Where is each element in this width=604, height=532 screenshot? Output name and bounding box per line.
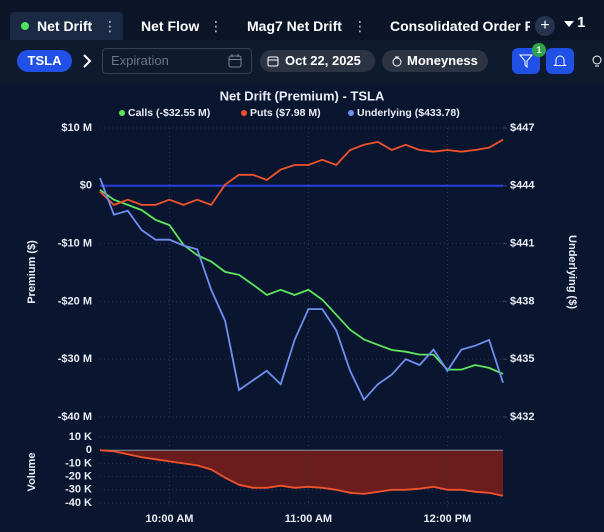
moneyness-pill[interactable]: Moneyness — [382, 50, 488, 72]
moneyness-icon — [392, 56, 402, 67]
chart-title: Net Drift (Premium) - TSLA — [220, 88, 385, 103]
tab[interactable]: Net Drift — [37, 18, 93, 34]
date-pill[interactable]: Oct 22, 2025 — [260, 50, 375, 72]
tab[interactable]: Net Flow — [141, 18, 200, 34]
tab[interactable]: Consolidated Order F — [390, 18, 530, 34]
x-tick-label: 11:00 AM — [285, 513, 332, 525]
more-button[interactable] — [582, 48, 604, 74]
live-dot — [21, 22, 29, 30]
y-tick-label: $0 — [80, 180, 92, 192]
series-line — [99, 177, 504, 402]
y-tick-label: -10 K — [65, 457, 92, 469]
tab-menu[interactable]: ⋮ — [353, 18, 367, 34]
series-line — [99, 189, 504, 375]
tab-menu[interactable]: ⋮ — [209, 18, 223, 34]
symbol-pill[interactable]: TSLA — [17, 50, 72, 72]
volume-axis-label: Volume — [26, 453, 38, 492]
x-tick-label: 12:00 PM — [424, 513, 472, 525]
y2-tick-label: $447 — [510, 122, 534, 134]
y2-axis-label: Underlying ($) — [566, 235, 578, 309]
toolbar: TSLA Expiration Oct 22, 2025 Moneyness 1 — [0, 40, 604, 84]
y-tick-label: -20 K — [65, 471, 92, 483]
tab-count: 1 — [577, 14, 586, 31]
tab-dropdown[interactable] — [564, 20, 574, 28]
legend-marker — [119, 110, 125, 116]
tab-bar: Net Drift ⋮ Net Flow ⋮ Mag7 Net Drift ⋮ … — [0, 0, 604, 40]
moneyness: Moneyness — [407, 53, 478, 68]
y-tick-label: -30 K — [65, 484, 92, 496]
idea-icon — [592, 55, 602, 67]
y2-tick-label: $438 — [510, 295, 534, 307]
y-tick-label: 10 K — [69, 431, 92, 443]
y-axis-label: Premium ($) — [26, 240, 38, 304]
legend-label: Puts ($7.98 M) — [250, 107, 321, 119]
y-tick-label: $10 M — [61, 122, 92, 134]
tab[interactable]: Mag7 Net Drift — [247, 18, 342, 34]
filter-badge: 1 — [532, 43, 546, 57]
placeholder: Expiration — [111, 53, 169, 68]
x-tick-label: 10:00 AM — [146, 513, 194, 525]
y2-tick-label: $444 — [510, 180, 535, 192]
date: Oct 22, 2025 — [285, 53, 361, 68]
y2-tick-label: $435 — [510, 353, 534, 365]
volume-area — [100, 450, 503, 496]
y-tick-label: -$20 M — [58, 295, 92, 307]
legend-label: Calls (-$32.55 M) — [128, 107, 210, 119]
legend-label: Underlying ($433.78) — [357, 107, 460, 119]
y-tick-label: -$40 M — [58, 411, 92, 423]
filter-icon — [519, 54, 533, 68]
legend-marker — [241, 110, 247, 116]
y2-tick-label: $432 — [510, 411, 534, 423]
calendar-icon — [267, 56, 279, 67]
legend-marker — [348, 110, 354, 116]
y2-tick-label: $441 — [510, 238, 534, 250]
tab-menu[interactable]: ⋮ — [103, 18, 117, 34]
expiration-input[interactable]: Expiration — [102, 48, 252, 74]
chevron[interactable] — [82, 54, 92, 68]
y-tick-label: -$30 M — [58, 353, 92, 365]
volume-line — [99, 449, 504, 497]
series-line — [99, 138, 504, 206]
bell-icon — [553, 55, 567, 66]
y-tick-label: 0 — [86, 444, 92, 456]
alert-button[interactable] — [546, 48, 574, 74]
calendar-icon — [228, 54, 242, 68]
add-tab[interactable]: + — [535, 16, 555, 36]
y-tick-label: -40 K — [65, 497, 92, 509]
y-tick-label: -$10 M — [58, 238, 92, 250]
